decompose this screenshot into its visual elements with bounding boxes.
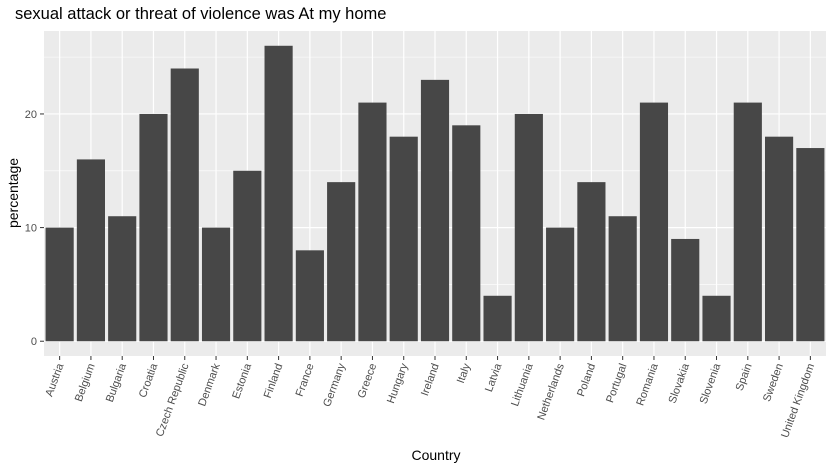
y-axis-title: percentage — [5, 158, 21, 228]
x-tick-label: Austria — [43, 361, 66, 398]
bar-poland — [577, 182, 606, 342]
bar-slovakia — [671, 238, 700, 342]
bar-hungary — [389, 136, 418, 342]
bar-slovenia — [702, 295, 731, 342]
bar-belgium — [76, 159, 105, 342]
x-tick-label: Slovenia — [698, 361, 724, 406]
y-tick-label: 20 — [25, 109, 37, 121]
bar-germany — [327, 182, 356, 342]
x-tick-label: Estonia — [230, 361, 254, 400]
bar-netherlands — [546, 227, 575, 342]
x-tick-label: Germany — [321, 361, 348, 408]
bar-greece — [358, 102, 387, 342]
bar-portugal — [608, 216, 637, 342]
bar-france — [295, 250, 324, 342]
bar-estonia — [233, 170, 262, 342]
x-tick-label: Ireland — [419, 362, 442, 398]
x-tick-label: Netherlands — [535, 361, 567, 421]
bar-united-kingdom — [796, 148, 825, 342]
x-tick-label: Poland — [575, 362, 598, 398]
bar-croatia — [139, 113, 168, 342]
x-tick-label: Denmark — [196, 361, 223, 408]
x-tick-label: Bulgaria — [104, 361, 129, 404]
x-tick-label: Greece — [356, 362, 380, 400]
chart-title: sexual attack or threat of violence was … — [15, 5, 387, 23]
y-tick-label: 10 — [25, 223, 37, 235]
bar-italy — [452, 125, 481, 342]
x-tick-label: Sweden — [761, 362, 786, 403]
x-tick-label: Latvia — [483, 361, 505, 394]
x-tick-label: Hungary — [385, 361, 411, 405]
bar-denmark — [201, 227, 231, 342]
bar-sweden — [765, 136, 794, 342]
bars — [45, 45, 825, 342]
x-tick-label: United Kingdom — [779, 362, 817, 440]
y-axis-ticks: 0 10 20 — [25, 109, 44, 348]
bar-latvia — [483, 295, 512, 342]
x-tick-label: Czech Republic — [154, 361, 192, 438]
x-axis-title: Country — [411, 447, 460, 463]
x-tick-label: Portugal — [604, 362, 629, 405]
x-tick-label: Romania — [634, 361, 661, 407]
bar-austria — [45, 227, 74, 342]
x-tick-label: Finland — [262, 362, 286, 400]
x-tick-label: France — [294, 362, 317, 398]
y-tick-label: 0 — [31, 336, 37, 348]
bar-bulgaria — [108, 216, 137, 342]
x-tick-label: Italy — [455, 361, 473, 385]
x-tick-label: Belgium — [73, 362, 98, 403]
x-tick-label: Croatia — [137, 361, 161, 399]
x-tick-label: Slovakia — [667, 361, 693, 405]
x-tick-label: Lithuania — [509, 361, 536, 408]
bar-finland — [264, 45, 293, 342]
bar-romania — [639, 102, 669, 342]
bar-ireland — [420, 79, 450, 342]
bar-czech-republic — [170, 68, 199, 342]
x-tick-label: Spain — [734, 362, 755, 393]
bar-spain — [733, 102, 762, 342]
bar-lithuania — [514, 113, 543, 342]
